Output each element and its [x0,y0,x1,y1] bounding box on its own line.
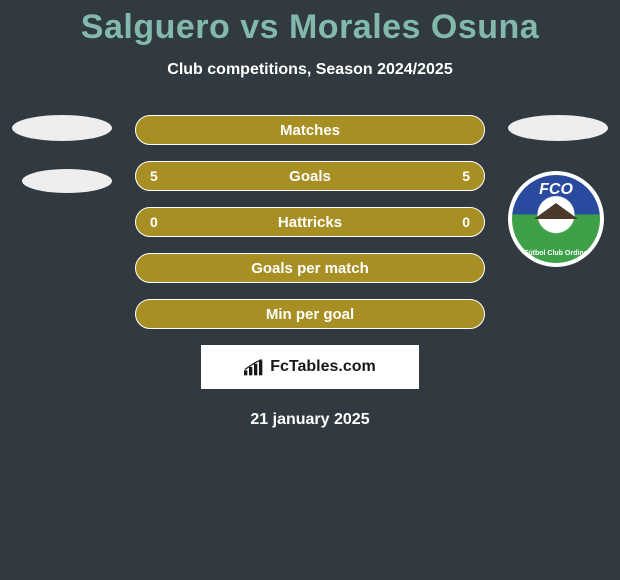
stat-bar-goals: 5 Goals 5 [135,161,485,191]
footer-date: 21 january 2025 [0,411,620,429]
avatar-placeholder [22,169,112,193]
stat-right-value: 0 [462,214,470,230]
site-name: FcTables.com [270,358,376,376]
avatar-placeholder [12,115,112,141]
page-title: Salguero vs Morales Osuna [0,0,620,47]
right-player-column: Fútbol Club Ordino [508,115,608,267]
stat-label: Matches [280,122,340,139]
page-subtitle: Club competitions, Season 2024/2025 [0,61,620,79]
club-badge-ring-text: Fútbol Club Ordino [512,250,600,257]
site-attribution[interactable]: FcTables.com [201,345,419,389]
stats-list: Matches 5 Goals 5 0 Hattricks 0 Goals pe… [135,115,485,329]
stat-label: Goals per match [251,260,369,277]
bar-chart-icon [244,358,264,376]
stat-label: Min per goal [266,306,354,323]
stat-bar-matches: Matches [135,115,485,145]
stat-label: Goals [289,168,331,185]
avatar-placeholder [508,115,608,141]
stat-left-value: 5 [150,168,158,184]
comparison-area: Fútbol Club Ordino Matches 5 Goals 5 0 H… [0,115,620,329]
stat-left-value: 0 [150,214,158,230]
stat-bar-goals-per-match: Goals per match [135,253,485,283]
stat-right-value: 5 [462,168,470,184]
stat-bar-min-per-goal: Min per goal [135,299,485,329]
club-badge: Fútbol Club Ordino [508,171,604,267]
stat-bar-hattricks: 0 Hattricks 0 [135,207,485,237]
stat-label: Hattricks [278,214,342,231]
left-player-column [12,115,112,221]
